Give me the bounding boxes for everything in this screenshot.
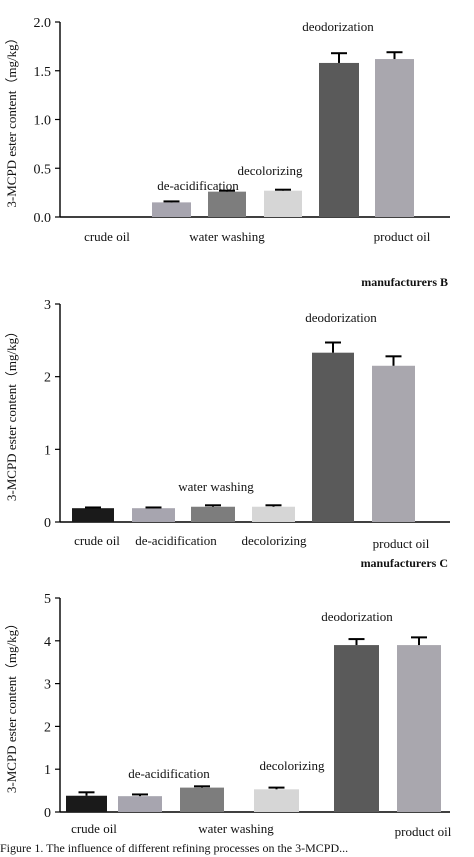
category-label: deodorization	[302, 19, 374, 34]
bar	[180, 787, 224, 812]
category-label: decolorizing	[242, 533, 307, 548]
y-tick-label: 3	[44, 298, 51, 313]
bar	[152, 202, 191, 217]
category-label: water washing	[178, 479, 254, 494]
bar	[208, 191, 246, 217]
category-label: decolorizing	[260, 758, 325, 773]
bar	[72, 508, 114, 522]
chart-panel-b: 0 1 2 3 3-MCPD ester content（mg/kg） manufactu…	[4, 275, 450, 551]
category-label: water washing	[198, 821, 274, 836]
category-label: water washing	[189, 229, 265, 244]
bar	[252, 506, 295, 522]
y-axis-label: 3-MCPD ester content（mg/kg）	[4, 617, 19, 793]
category-label: crude oil	[71, 821, 117, 836]
bar	[312, 352, 354, 522]
bar	[132, 508, 175, 522]
bar	[334, 645, 379, 812]
bar	[66, 795, 107, 812]
category-label: decolorizing	[238, 163, 303, 178]
category-label: product oil	[374, 229, 431, 244]
figure-caption: Figure 1. The influence of different ref…	[0, 841, 348, 855]
chart-title: manufacturers C	[361, 556, 448, 570]
bar	[319, 62, 359, 218]
y-tick-label: 1.5	[34, 65, 52, 80]
y-tick-label: 1	[44, 763, 51, 778]
y-tick-label: 1	[44, 443, 51, 458]
y-tick-label: 2	[44, 371, 51, 386]
y-tick-label: 2.0	[34, 16, 52, 31]
y-tick-label: 4	[44, 635, 51, 650]
category-label: crude oil	[74, 533, 120, 548]
category-label: crude oil	[84, 229, 130, 244]
y-tick-label: 0.0	[34, 211, 52, 226]
y-tick-label: 0	[44, 806, 51, 821]
y-axis-label: 3-MCPD ester content（mg/kg）	[4, 31, 19, 207]
category-label: deodorization	[321, 609, 393, 624]
category-label: product oil	[395, 824, 452, 839]
chart-panel-c: 0 1 2 3 4 5 3-MCPD ester content（mg/kg） manufac…	[4, 556, 452, 839]
bar	[372, 365, 415, 522]
y-tick-label: 0.5	[34, 162, 52, 177]
bar	[264, 190, 302, 217]
chart-title: manufacturers B	[361, 275, 448, 289]
y-tick-label: 2	[44, 720, 51, 735]
category-label: de-acidification	[135, 533, 217, 548]
y-tick-label: 5	[44, 592, 51, 607]
bar	[191, 506, 235, 522]
bar	[254, 789, 299, 812]
y-tick-label: 3	[44, 678, 51, 693]
category-label: de-acidification	[128, 766, 210, 781]
category-label: de-acidification	[157, 178, 239, 193]
chart-panel-a: 0.0 0.5 1.0 1.5 2.0 3-MCPD ester content（mg/k…	[4, 16, 450, 244]
y-axis-label: 3-MCPD ester content（mg/kg）	[4, 325, 19, 501]
bar	[118, 796, 162, 812]
category-label: deodorization	[305, 310, 377, 325]
y-tick-label: 1.0	[34, 114, 52, 129]
bar	[397, 645, 441, 812]
bar	[375, 59, 414, 217]
y-tick-label: 0	[44, 516, 51, 531]
category-label: product oil	[373, 536, 430, 551]
